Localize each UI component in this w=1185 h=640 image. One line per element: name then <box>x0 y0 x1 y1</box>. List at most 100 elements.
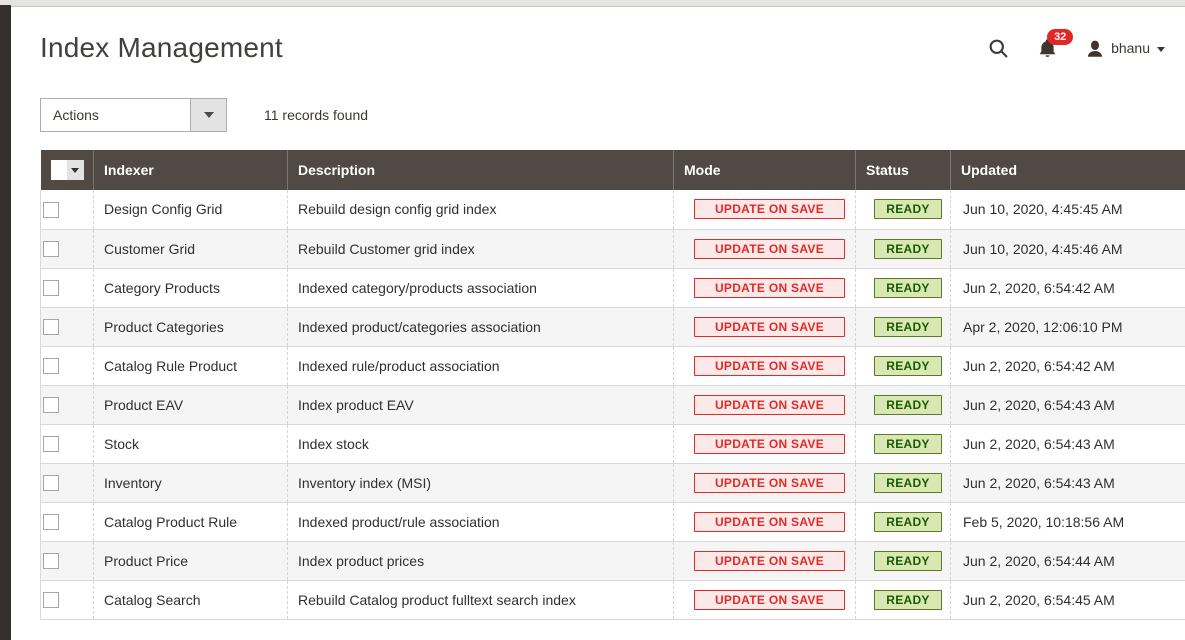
status-cell: READY <box>855 580 951 620</box>
indexer-cell: Catalog Rule Product <box>93 346 288 386</box>
status-cell: READY <box>855 268 951 308</box>
mode-cell: UPDATE ON SAVE <box>673 541 856 581</box>
indexer-cell: Design Config Grid <box>93 190 288 230</box>
mode-badge: UPDATE ON SAVE <box>694 277 845 298</box>
mode-badge: UPDATE ON SAVE <box>694 199 845 220</box>
status-cell: READY <box>855 385 951 425</box>
updated-cell: Apr 2, 2020, 12:06:10 PM <box>950 307 1185 347</box>
mode-badge: UPDATE ON SAVE <box>694 238 845 259</box>
indexer-cell: Customer Grid <box>93 229 288 269</box>
indexer-cell: Stock <box>93 424 288 464</box>
status-cell: READY <box>855 541 951 581</box>
mode-cell: UPDATE ON SAVE <box>673 229 856 269</box>
row-checkbox[interactable] <box>43 241 59 258</box>
status-cell: READY <box>855 346 951 386</box>
search-icon[interactable] <box>988 38 1009 59</box>
indexer-cell: Product Categories <box>93 307 288 347</box>
row-checkbox-cell <box>40 463 94 503</box>
page-content: Index Management 32 bhanu <box>11 8 1185 640</box>
user-menu[interactable]: bhanu <box>1086 39 1165 58</box>
table-header-row: Indexer Description Mode Status Updated <box>40 150 1185 190</box>
updated-cell: Jun 2, 2020, 6:54:42 AM <box>950 346 1185 386</box>
actions-select-arrow[interactable] <box>190 99 226 131</box>
table-row: Product Price Index product prices UPDAT… <box>40 541 1185 581</box>
mode-cell: UPDATE ON SAVE <box>673 502 856 542</box>
updated-cell: Jun 2, 2020, 6:54:43 AM <box>950 463 1185 503</box>
notifications-button[interactable]: 32 <box>1037 29 1074 59</box>
description-cell: Index product prices <box>287 541 674 581</box>
table-row: Catalog Rule Product Indexed rule/produc… <box>40 346 1185 386</box>
row-checkbox-cell <box>40 424 94 464</box>
mode-badge: UPDATE ON SAVE <box>694 550 845 571</box>
description-cell: Rebuild Customer grid index <box>287 229 674 269</box>
status-badge: READY <box>874 238 942 259</box>
status-badge: READY <box>874 277 942 298</box>
table-row: Product Categories Indexed product/categ… <box>40 307 1185 347</box>
mode-badge: UPDATE ON SAVE <box>694 511 845 532</box>
row-checkbox[interactable] <box>43 201 59 218</box>
records-found-label: 11 records found <box>264 107 369 123</box>
column-header-indexer: Indexer <box>93 150 288 190</box>
row-checkbox-cell <box>40 268 94 308</box>
table-row: Stock Index stock UPDATE ON SAVE READY J… <box>40 424 1185 464</box>
updated-cell: Jun 10, 2020, 4:45:46 AM <box>950 229 1185 269</box>
row-checkbox[interactable] <box>43 514 59 531</box>
row-checkbox[interactable] <box>43 553 59 570</box>
column-header-description: Description <box>287 150 674 190</box>
description-cell: Index product EAV <box>287 385 674 425</box>
status-badge: READY <box>874 199 942 220</box>
description-cell: Inventory index (MSI) <box>287 463 674 503</box>
mode-cell: UPDATE ON SAVE <box>673 424 856 464</box>
indexer-grid: Indexer Description Mode Status Updated … <box>40 150 1185 620</box>
mode-cell: UPDATE ON SAVE <box>673 580 856 620</box>
status-cell: READY <box>855 307 951 347</box>
status-badge: READY <box>874 355 942 376</box>
caret-down-icon <box>71 167 79 173</box>
description-cell: Index stock <box>287 424 674 464</box>
mode-cell: UPDATE ON SAVE <box>673 190 856 230</box>
status-badge: READY <box>874 433 942 454</box>
row-checkbox[interactable] <box>43 358 59 375</box>
row-checkbox-cell <box>40 580 94 620</box>
notification-count-badge: 32 <box>1047 29 1074 45</box>
updated-cell: Feb 5, 2020, 10:18:56 AM <box>950 502 1185 542</box>
row-checkbox[interactable] <box>43 592 59 609</box>
caret-down-icon <box>203 112 214 118</box>
mode-cell: UPDATE ON SAVE <box>673 307 856 347</box>
row-checkbox[interactable] <box>43 280 59 297</box>
column-header-status: Status <box>855 150 951 190</box>
table-row: Design Config Grid Rebuild design config… <box>40 190 1185 230</box>
admin-sidebar-strip[interactable] <box>0 5 11 640</box>
indexer-cell: Product EAV <box>93 385 288 425</box>
row-checkbox-cell <box>40 346 94 386</box>
row-checkbox[interactable] <box>43 319 59 336</box>
column-header-mode: Mode <box>673 150 856 190</box>
select-all-caret[interactable] <box>66 160 84 180</box>
table-row: Category Products Indexed category/produ… <box>40 268 1185 308</box>
table-row: Catalog Search Rebuild Catalog product f… <box>40 580 1185 620</box>
table-row: Customer Grid Rebuild Customer grid inde… <box>40 229 1185 269</box>
table-row: Catalog Product Rule Indexed product/rul… <box>40 502 1185 542</box>
status-badge: READY <box>874 589 942 610</box>
row-checkbox[interactable] <box>43 397 59 414</box>
row-checkbox[interactable] <box>43 436 59 453</box>
row-checkbox-cell <box>40 229 94 269</box>
row-checkbox-cell <box>40 541 94 581</box>
mode-badge: UPDATE ON SAVE <box>694 316 845 337</box>
select-all-checkbox[interactable] <box>50 160 67 180</box>
status-cell: READY <box>855 502 951 542</box>
actions-select[interactable]: Actions <box>40 98 227 132</box>
status-badge: READY <box>874 472 942 493</box>
mode-cell: UPDATE ON SAVE <box>673 346 856 386</box>
mode-badge: UPDATE ON SAVE <box>694 589 845 610</box>
row-checkbox[interactable] <box>43 475 59 492</box>
mode-badge: UPDATE ON SAVE <box>694 433 845 454</box>
row-checkbox-cell <box>40 385 94 425</box>
select-all-dropdown[interactable] <box>50 160 84 180</box>
caret-down-icon <box>1157 46 1165 52</box>
status-badge: READY <box>874 511 942 532</box>
updated-cell: Jun 10, 2020, 4:45:45 AM <box>950 190 1185 230</box>
status-cell: READY <box>855 424 951 464</box>
updated-cell: Jun 2, 2020, 6:54:42 AM <box>950 268 1185 308</box>
description-cell: Indexed rule/product association <box>287 346 674 386</box>
